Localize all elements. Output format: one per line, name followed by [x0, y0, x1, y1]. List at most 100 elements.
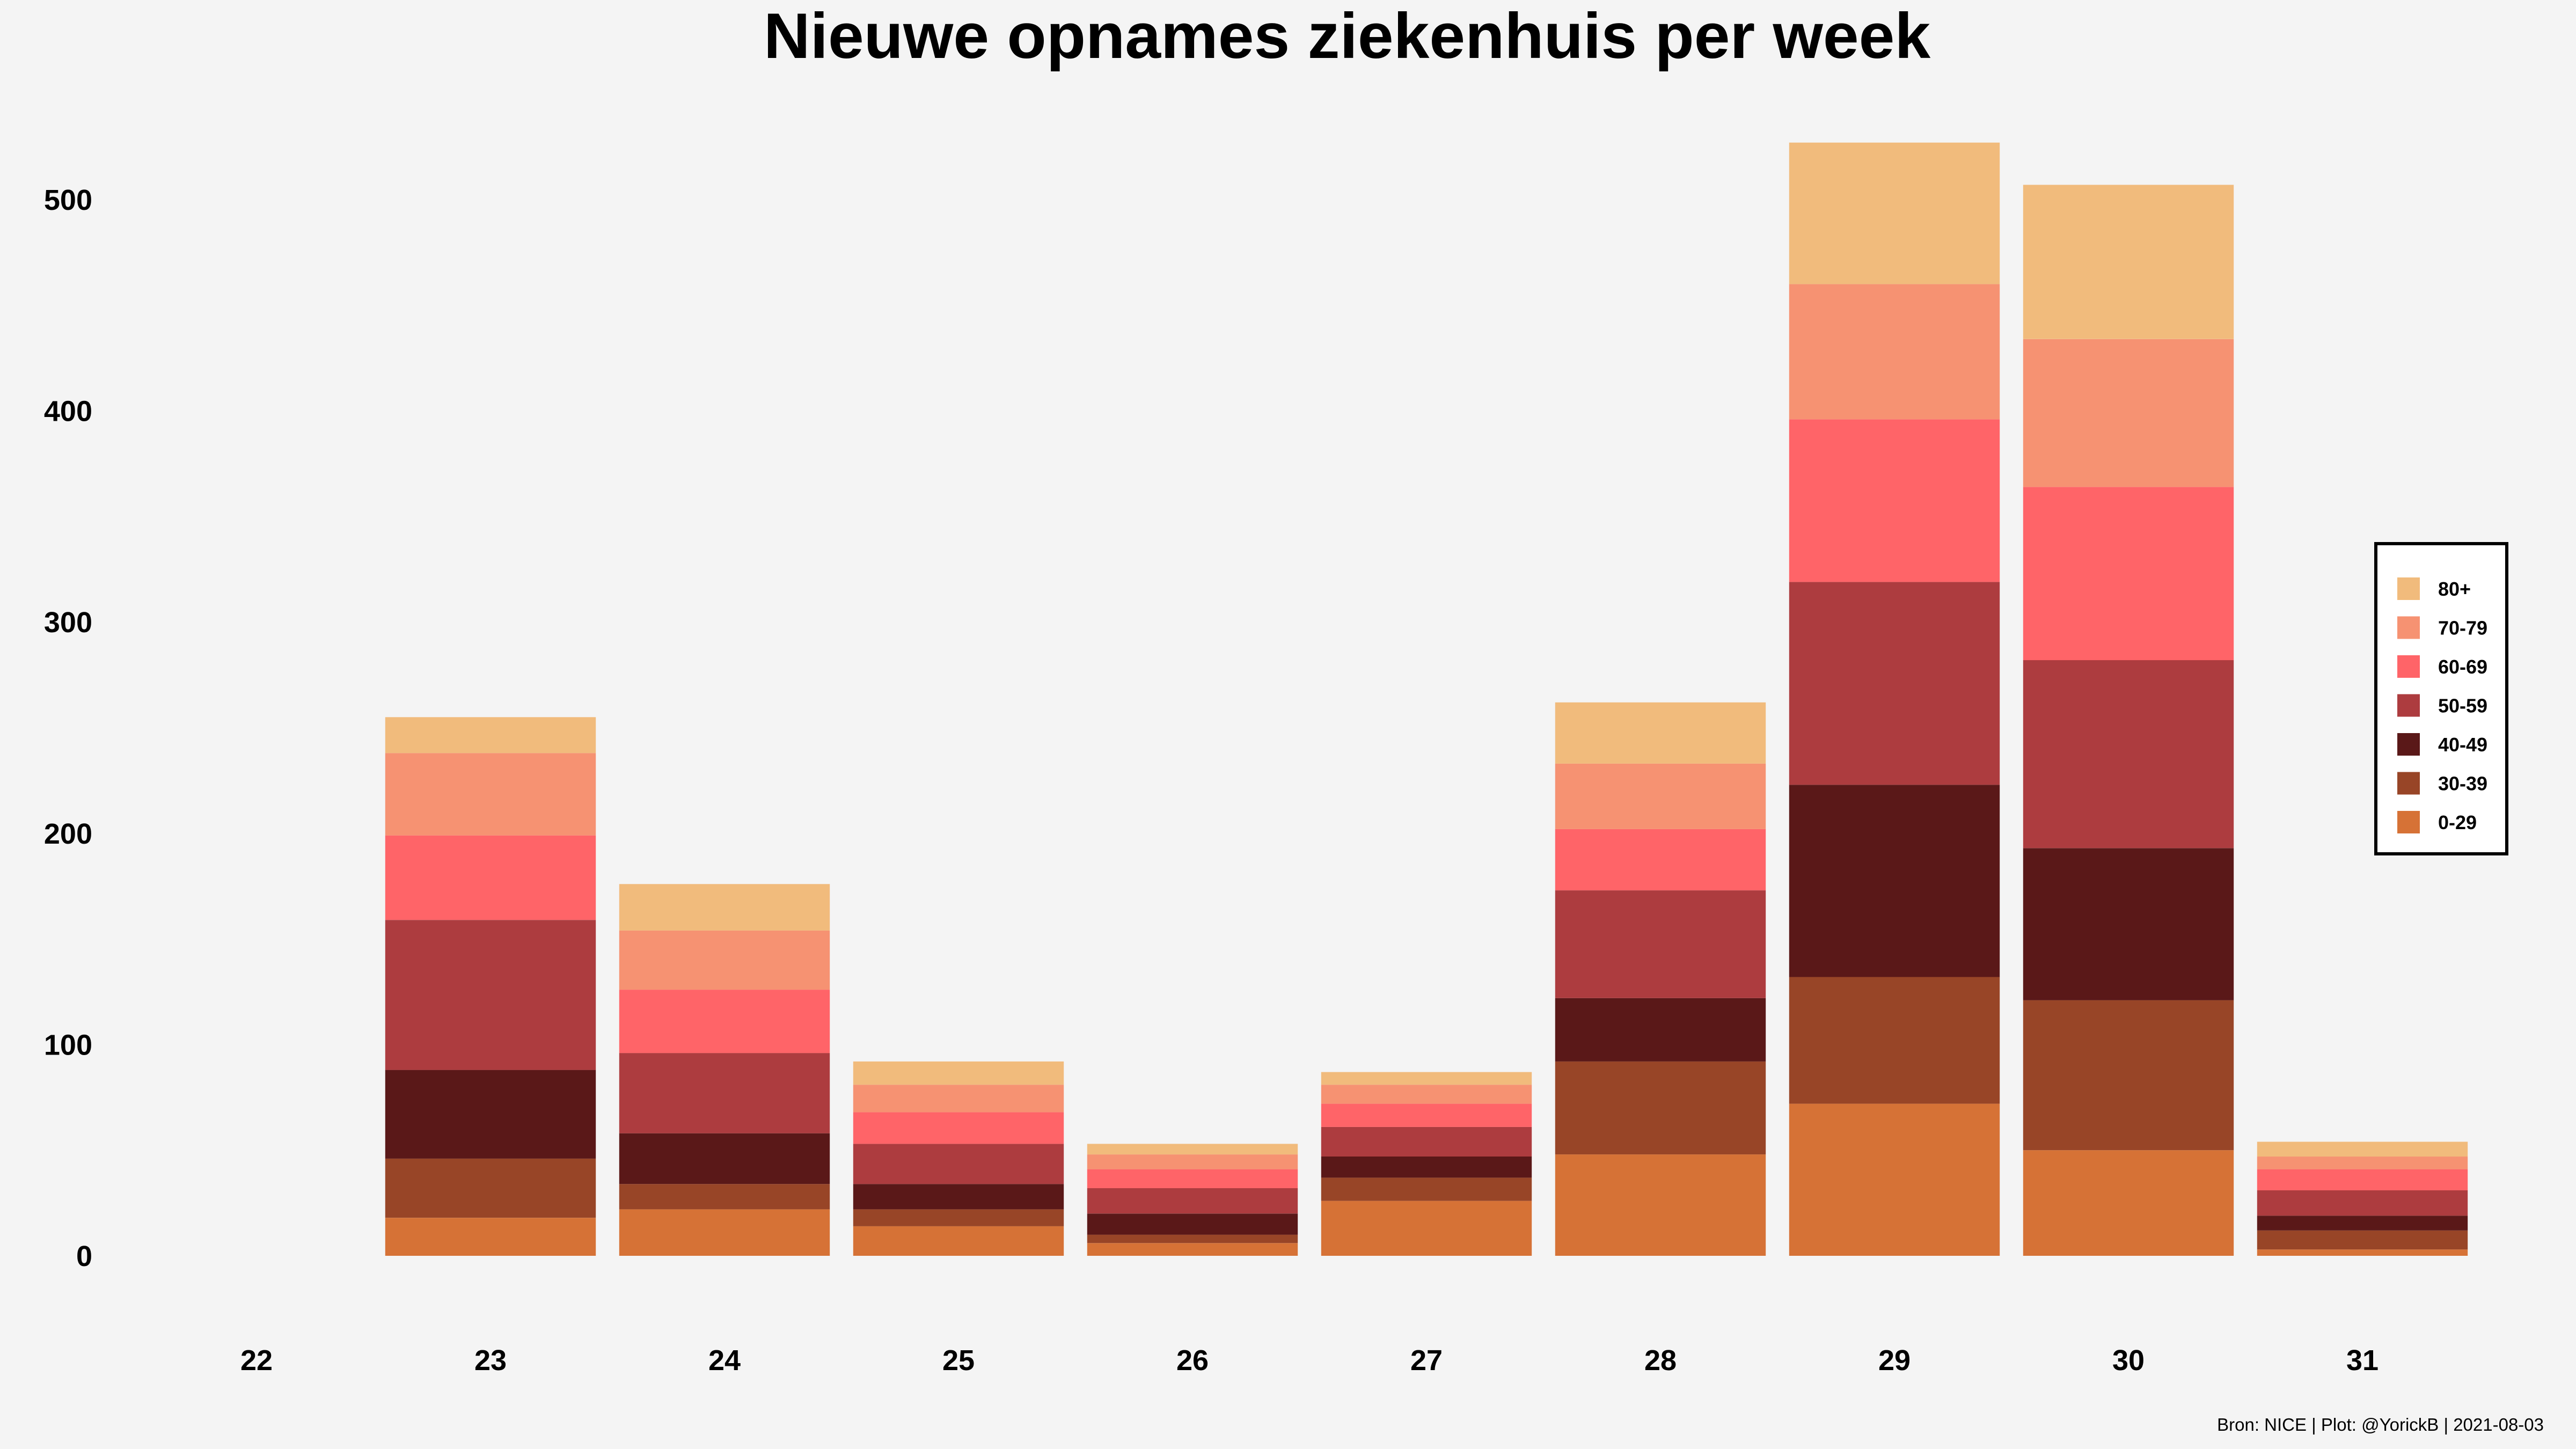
bar-segment-week-30-70-79 — [2023, 339, 2234, 487]
bar-segment-week-25-30-39 — [853, 1209, 1064, 1226]
y-tick-label: 300 — [44, 606, 92, 639]
x-tick-label: 29 — [1878, 1344, 1911, 1377]
x-tick-label: 22 — [240, 1344, 273, 1377]
bar-segment-week-30-50-59 — [2023, 660, 2234, 848]
bar-segment-week-26-0-29 — [1087, 1243, 1298, 1256]
bar-segment-week-29-70-79 — [1789, 284, 2000, 420]
bar-segment-week-23-30-39 — [385, 1158, 596, 1218]
x-tick-label: 28 — [1644, 1344, 1677, 1377]
y-tick-label: 200 — [44, 818, 92, 850]
bar-segment-week-30-0-29 — [2023, 1150, 2234, 1256]
x-tick-label: 26 — [1176, 1344, 1209, 1377]
bar-segment-week-25-80plus — [853, 1061, 1064, 1085]
x-tick-label: 25 — [942, 1344, 975, 1377]
x-tick-label: 23 — [474, 1344, 507, 1377]
bar-segment-week-28-60-69 — [1555, 829, 1766, 890]
bar-segment-week-28-80plus — [1555, 702, 1766, 764]
legend-label: 70-79 — [2438, 617, 2487, 639]
x-axis-tick-labels: 22 23 24 25 26 27 28 29 30 31 — [240, 1344, 2379, 1377]
bar-segment-week-25-0-29 — [853, 1226, 1064, 1256]
bar-segment-week-31-50-59 — [2257, 1190, 2468, 1216]
bar-segment-week-24-50-59 — [619, 1053, 830, 1133]
bar-segment-week-27-30-39 — [1321, 1177, 1532, 1201]
y-tick-label: 400 — [44, 396, 92, 428]
bar-segment-week-31-30-39 — [2257, 1230, 2468, 1250]
bar-segment-week-29-30-39 — [1789, 977, 2000, 1104]
bar-segment-week-25-60-69 — [853, 1112, 1064, 1144]
x-tick-label: 31 — [2346, 1344, 2379, 1377]
bar-segment-week-27-60-69 — [1321, 1103, 1532, 1127]
bar-segment-week-23-70-79 — [385, 753, 596, 836]
legend-label: 30-39 — [2438, 773, 2487, 795]
bar-segment-week-31-40-49 — [2257, 1216, 2468, 1231]
bar-segment-week-29-50-59 — [1789, 582, 2000, 785]
bar-segment-week-29-40-49 — [1789, 785, 2000, 977]
bar-segment-week-27-50-59 — [1321, 1126, 1532, 1157]
bar-segment-week-23-40-49 — [385, 1070, 596, 1159]
bar-segment-week-24-30-39 — [619, 1184, 830, 1210]
bar-segment-week-28-0-29 — [1555, 1154, 1766, 1256]
legend-swatch-80plus — [2397, 577, 2420, 600]
bar-segment-week-24-80plus — [619, 884, 830, 931]
legend-label: 40-49 — [2438, 734, 2487, 756]
bar-segment-week-26-70-79 — [1087, 1154, 1298, 1169]
legend-label: 50-59 — [2438, 695, 2487, 717]
bar-segment-week-23-80plus — [385, 717, 596, 753]
bar-segment-week-26-30-39 — [1087, 1234, 1298, 1243]
bar-segment-week-29-80plus — [1789, 142, 2000, 284]
bar-segment-week-25-70-79 — [853, 1085, 1064, 1113]
bar-segment-week-31-0-29 — [2257, 1249, 2468, 1256]
legend-swatch-30-39 — [2397, 772, 2420, 795]
bar-segment-week-26-50-59 — [1087, 1188, 1298, 1214]
legend-swatch-40-49 — [2397, 733, 2420, 756]
chart-title: Nieuwe opnames ziekenhuis per week — [764, 0, 1930, 72]
legend-items: 80+ 70-79 60-69 50-59 40-49 30-39 0-29 — [2397, 577, 2487, 833]
bar-segment-week-23-0-29 — [385, 1218, 596, 1256]
legend-swatch-70-79 — [2397, 616, 2420, 639]
bar-segment-week-28-30-39 — [1555, 1061, 1766, 1155]
bar-segment-week-23-60-69 — [385, 835, 596, 920]
legend-label: 80+ — [2438, 578, 2471, 600]
legend-swatch-0-29 — [2397, 811, 2420, 833]
bar-segment-week-27-40-49 — [1321, 1157, 1532, 1178]
y-tick-label: 0 — [76, 1240, 92, 1272]
bar-segment-week-27-0-29 — [1321, 1201, 1532, 1256]
x-tick-label: 24 — [708, 1344, 741, 1377]
legend: 80+ 70-79 60-69 50-59 40-49 30-39 0-29 — [2374, 542, 2508, 855]
y-axis-tick-labels: 0 100 200 300 400 500 — [44, 184, 92, 1272]
chart-caption: Bron: NICE | Plot: @YorickB | 2021-08-03 — [2217, 1415, 2544, 1435]
bar-segment-week-23-50-59 — [385, 920, 596, 1070]
y-tick-label: 100 — [44, 1029, 92, 1061]
bar-segment-week-27-70-79 — [1321, 1085, 1532, 1104]
bar-segment-week-31-80plus — [2257, 1141, 2468, 1157]
legend-label: 0-29 — [2438, 811, 2477, 833]
legend-swatch-50-59 — [2397, 694, 2420, 717]
bar-segment-week-30-60-69 — [2023, 487, 2234, 661]
y-tick-label: 500 — [44, 184, 92, 216]
bar-segment-week-25-40-49 — [853, 1184, 1064, 1210]
bar-segment-week-28-40-49 — [1555, 998, 1766, 1062]
bar-segment-week-29-60-69 — [1789, 419, 2000, 582]
bar-segment-week-30-40-49 — [2023, 848, 2234, 1000]
bar-segment-week-29-0-29 — [1789, 1103, 2000, 1256]
bars — [385, 142, 2468, 1256]
bar-segment-week-28-50-59 — [1555, 890, 1766, 998]
legend-swatch-60-69 — [2397, 655, 2420, 678]
bar-segment-week-31-70-79 — [2257, 1157, 2468, 1169]
bar-segment-week-24-0-29 — [619, 1209, 830, 1256]
bar-segment-week-30-80plus — [2023, 185, 2234, 339]
bar-segment-week-26-40-49 — [1087, 1213, 1298, 1235]
x-tick-label: 27 — [1410, 1344, 1443, 1377]
bar-segment-week-27-80plus — [1321, 1072, 1532, 1085]
bar-segment-week-26-80plus — [1087, 1144, 1298, 1155]
bar-segment-week-24-60-69 — [619, 990, 830, 1053]
bar-segment-week-24-70-79 — [619, 930, 830, 990]
bar-segment-week-30-30-39 — [2023, 1000, 2234, 1151]
x-tick-label: 30 — [2112, 1344, 2145, 1377]
bar-segment-week-25-50-59 — [853, 1144, 1064, 1184]
bar-segment-week-24-40-49 — [619, 1133, 830, 1184]
bar-segment-week-31-60-69 — [2257, 1169, 2468, 1190]
bar-segment-week-28-70-79 — [1555, 763, 1766, 829]
bar-segment-week-26-60-69 — [1087, 1169, 1298, 1188]
